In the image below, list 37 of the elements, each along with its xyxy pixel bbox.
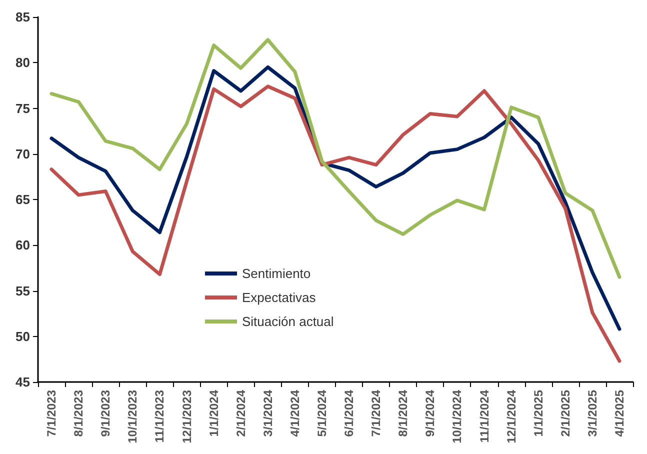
line-series — [50, 84, 622, 363]
x-tick-label: 10/1/2024 — [450, 390, 464, 444]
x-tick-label: 12/1/2023 — [180, 390, 194, 444]
x-tick-label: 7/1/2023 — [44, 390, 59, 437]
x-tick-label: 11/1/2023 — [152, 390, 167, 443]
y-tick-label: 65 — [16, 192, 30, 207]
line-series — [50, 38, 622, 279]
y-tick-label: 55 — [16, 283, 30, 298]
legend-label: Expectativas — [242, 290, 316, 305]
legend-label: Sentimiento — [242, 266, 311, 281]
x-tick-label: 3/1/2024 — [260, 390, 275, 437]
y-tick-label: 45 — [16, 374, 30, 390]
x-tick-label: 3/1/2025 — [585, 390, 600, 437]
x-tick-label: 12/1/2024 — [504, 390, 518, 444]
y-tick-label: 50 — [16, 328, 30, 344]
x-tick-label: 2/1/2025 — [558, 390, 572, 437]
x-tick-label: 6/1/2024 — [342, 390, 356, 437]
x-tick-label: 4/1/2024 — [288, 390, 302, 437]
y-tick-label: 60 — [16, 238, 30, 253]
x-tick-label: 1/1/2024 — [206, 390, 221, 437]
x-tick-label: 4/1/2025 — [612, 390, 626, 437]
x-tick-label: 11/1/2024 — [477, 390, 492, 443]
y-tick-label: 85 — [16, 10, 30, 24]
x-tick-label: 9/1/2023 — [98, 390, 113, 437]
y-tick-label: 75 — [16, 100, 30, 116]
x-tick-label: 10/1/2023 — [126, 390, 140, 444]
x-tick-label: 8/1/2023 — [72, 390, 86, 437]
x-tick-label: 8/1/2024 — [396, 390, 410, 437]
x-tick-label: 2/1/2024 — [234, 390, 248, 437]
x-tick-label: 1/1/2025 — [531, 390, 546, 437]
x-tick-label: 7/1/2024 — [369, 390, 384, 437]
line-series — [50, 65, 622, 331]
legend-label: Situación actual — [242, 314, 334, 329]
x-tick-label: 9/1/2024 — [423, 390, 438, 437]
y-tick-label: 80 — [16, 55, 30, 70]
y-tick-label: 70 — [16, 146, 30, 162]
x-tick-label: 5/1/2024 — [314, 390, 329, 437]
